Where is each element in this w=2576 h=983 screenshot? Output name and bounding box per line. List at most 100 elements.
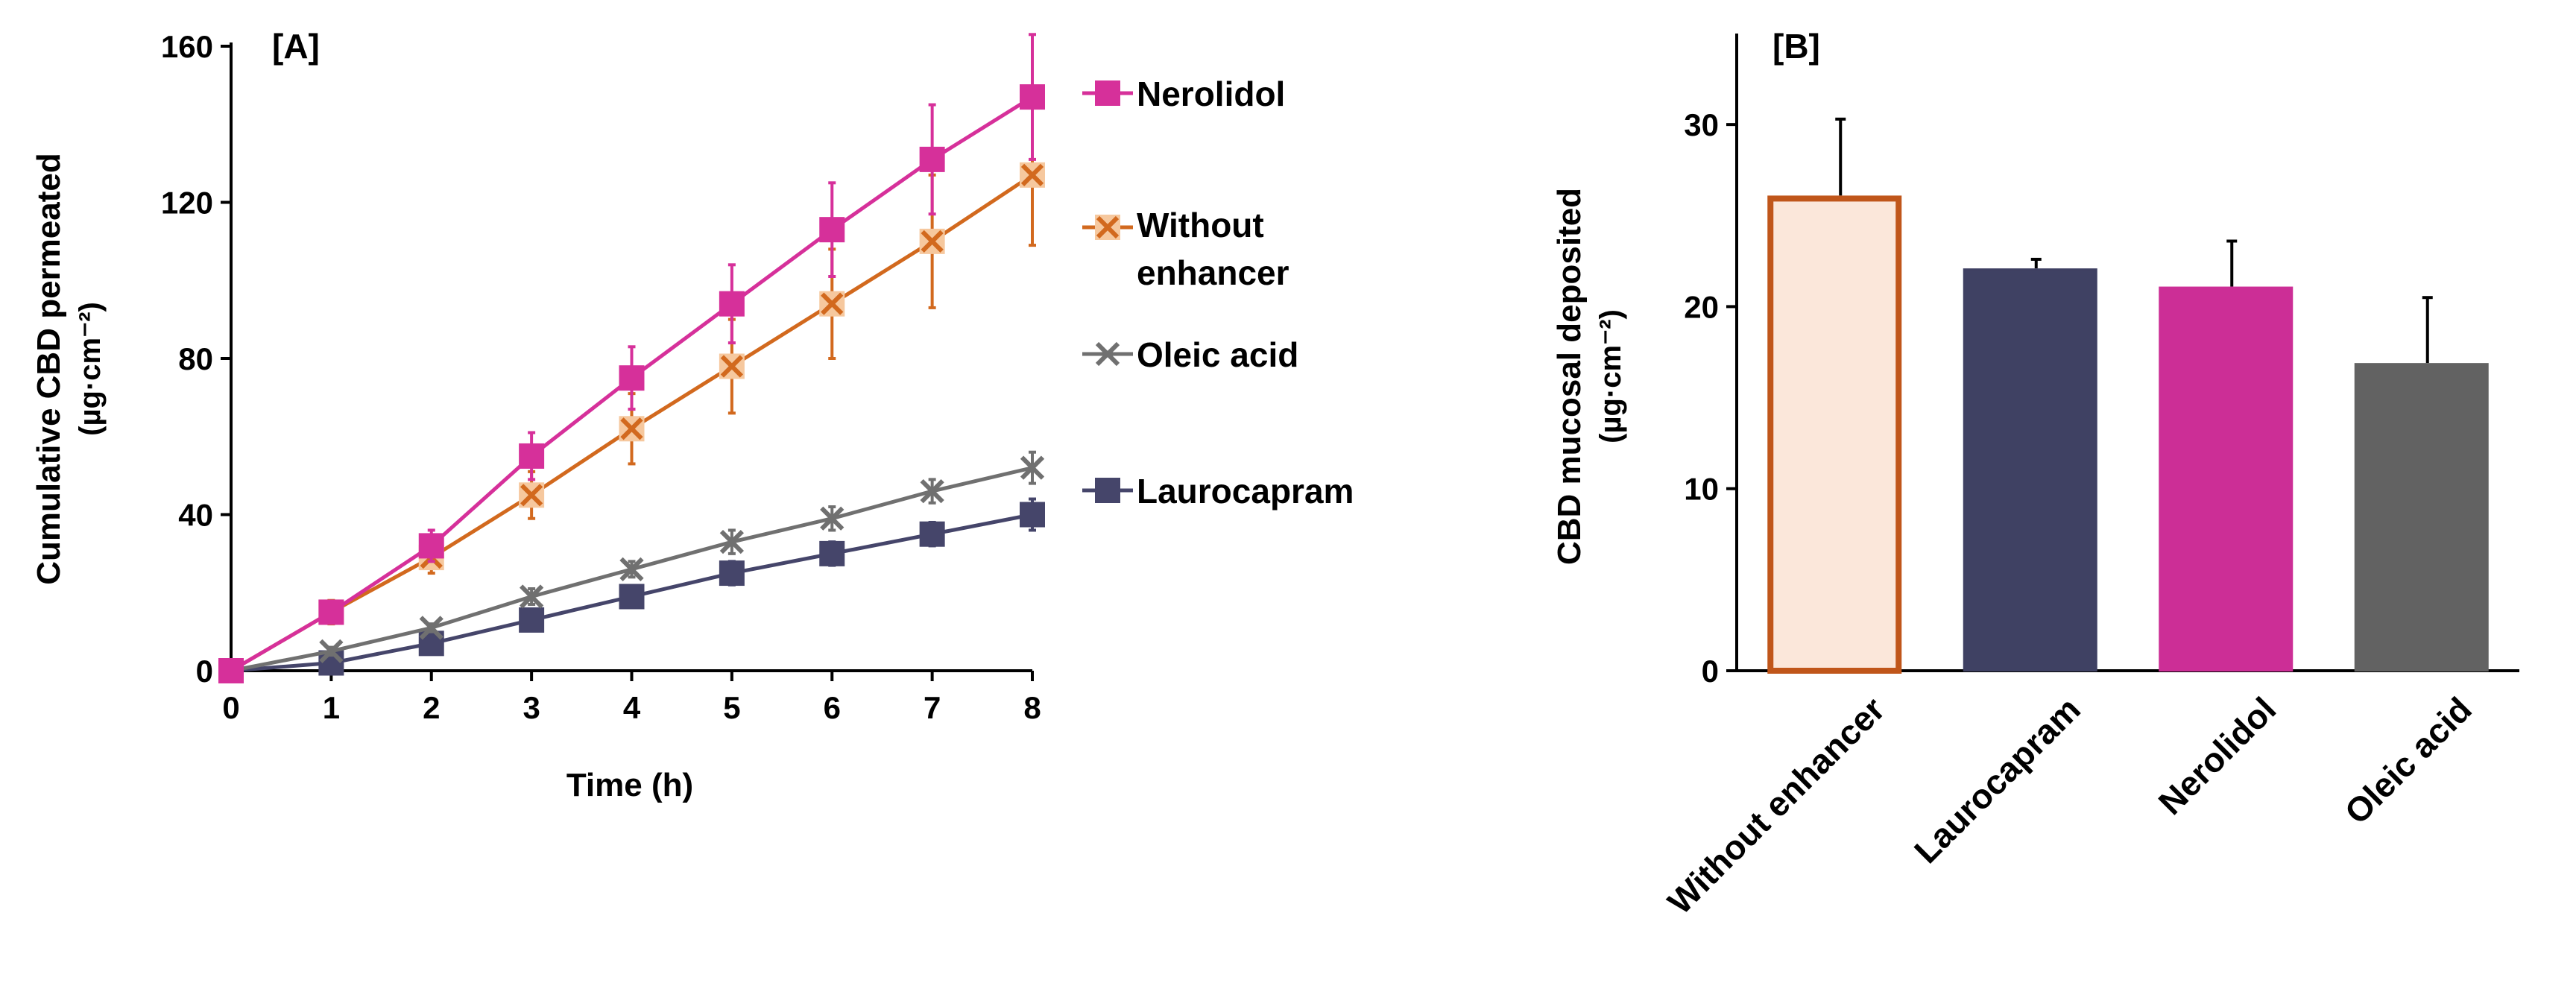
legend-swatch-marker <box>1095 341 1120 367</box>
panel-a-y-tick-label: 0 <box>196 654 213 689</box>
panel-a-y-title: Cumulative CBD permeated (µg·cm⁻²) <box>31 153 107 584</box>
legend-item-oleic-acid: Oleic acid <box>1082 335 1298 374</box>
data-point <box>819 291 845 317</box>
data-point <box>1020 84 1045 110</box>
data-point <box>619 584 645 610</box>
data-point <box>419 616 443 640</box>
bar-category-label: Nerolidol <box>2151 689 2284 822</box>
data-point <box>418 533 444 559</box>
panel-b-y-title: CBD mucosal deposited (µg·cm⁻²) <box>1551 188 1627 565</box>
panel-a-x-tick-label: 2 <box>423 690 440 725</box>
panel-a-series <box>218 33 1045 683</box>
data-point-cross-b <box>921 230 944 253</box>
data-point-shape <box>819 540 845 566</box>
data-point-cross-b <box>719 530 744 554</box>
data-point-shape <box>519 607 545 633</box>
panel-a-x-tick-label: 0 <box>222 690 239 725</box>
legend-label: Laurocapram <box>1137 472 1354 511</box>
bar-laurocapram: Laurocapram <box>1907 257 2097 870</box>
data-point <box>619 416 645 442</box>
data-point <box>1020 162 1045 188</box>
legend-item-nerolidol: Nerolidol <box>1082 75 1285 113</box>
data-point-shape <box>1020 502 1045 528</box>
data-point-cross-b <box>520 584 544 609</box>
panel-a-axes: 0 40 80 120 160 0 1 2 3 4 5 6 7 8 <box>161 29 1041 725</box>
panel-a-x-tick-label: 6 <box>824 690 841 725</box>
panel-a-ylabel: Cumulative CBD permeated <box>31 153 67 584</box>
data-point <box>619 365 645 391</box>
data-point <box>1020 455 1045 480</box>
data-point-shape <box>519 443 545 469</box>
data-point-shape <box>719 291 745 317</box>
data-point <box>820 506 845 531</box>
series-nerolidol <box>218 33 1045 683</box>
data-point <box>1020 502 1045 528</box>
legend-label: Oleic acid <box>1137 335 1298 374</box>
data-point-cross-b <box>620 417 643 440</box>
legend-label: Without <box>1137 206 1264 244</box>
data-point-shape <box>619 365 645 391</box>
data-point-shape <box>919 521 945 547</box>
panel-b-y-tick-label: 30 <box>1684 107 1719 142</box>
panel-b-bars: Without enhancer Laurocapram Nerolidol Olei… <box>1660 117 2489 921</box>
data-point-cross-b <box>820 506 845 531</box>
legend-swatch-marker-shape <box>1095 80 1120 106</box>
legend-swatch-marker-shape <box>1095 478 1120 503</box>
legend-swatch-marker <box>1095 215 1120 240</box>
bar-rect <box>1963 268 2097 671</box>
data-point <box>319 639 344 663</box>
panel-a-x-tick-label: 1 <box>323 690 340 725</box>
data-point-shape <box>619 584 645 610</box>
data-point <box>519 607 545 633</box>
legend-swatch-marker <box>1095 478 1120 503</box>
legend-item-without-enhancer: Without enhancer <box>1082 206 1289 292</box>
bar-category-label: Laurocapram <box>1907 689 2088 870</box>
panel-b-y-tick-label: 10 <box>1684 472 1719 507</box>
panel-b-y-tick-label: 20 <box>1684 289 1719 324</box>
data-point-cross-b <box>1020 455 1045 480</box>
legend-swatch-marker-cross-b <box>1095 341 1120 367</box>
panel-b-ylabel: CBD mucosal deposited <box>1551 188 1588 565</box>
data-point <box>318 599 344 625</box>
bar-rect <box>2354 363 2489 671</box>
bar-category-label: Oleic acid <box>2337 689 2478 831</box>
data-point-shape <box>318 599 344 625</box>
bar-rect <box>2159 286 2294 671</box>
bar-oleic-acid: Oleic acid <box>2337 296 2489 832</box>
data-point-cross-b <box>619 557 644 581</box>
data-point <box>919 146 945 172</box>
legend-swatch-marker-cross-b <box>1096 215 1120 239</box>
panel-a-x-tick-label: 3 <box>523 690 540 725</box>
legend-swatch-marker <box>1095 80 1120 106</box>
bar-category-label: Without enhancer <box>1660 689 1892 921</box>
panel-a-y-tick-label: 40 <box>178 498 213 533</box>
legend-label: enhancer <box>1137 253 1289 292</box>
data-point <box>719 560 745 587</box>
panel-a-label: [A] <box>272 27 320 66</box>
data-point-shape <box>1020 84 1045 110</box>
data-point <box>919 521 945 547</box>
panel-a-x-tick-label: 8 <box>1023 690 1041 725</box>
bar-without-enhancer: Without enhancer <box>1660 117 1902 921</box>
data-point <box>719 291 745 317</box>
data-point <box>819 540 845 566</box>
data-point-shape <box>218 658 244 683</box>
series-oleic-acid <box>218 450 1045 683</box>
data-point-cross-b <box>419 616 443 640</box>
panel-a-y-tick-label: 160 <box>161 29 213 64</box>
data-point-cross-b <box>821 292 844 315</box>
legend-item-laurocapram: Laurocapram <box>1082 472 1354 511</box>
panel-b: [B] CBD mucosal deposited (µg·cm⁻²) 0 10 2… <box>1551 27 2519 921</box>
data-point-shape <box>819 217 845 243</box>
data-point <box>520 584 544 609</box>
panel-b-y-tick-label: 0 <box>1702 654 1719 689</box>
data-point <box>619 557 644 581</box>
panel-a-ylabel-unit: (µg·cm⁻²) <box>74 302 107 436</box>
data-point <box>920 478 944 504</box>
data-point-shape <box>418 533 444 559</box>
bar-nerolidol: Nerolidol <box>2151 239 2294 822</box>
data-point <box>819 217 845 243</box>
bar-category-label-group: Without enhancer <box>1660 689 1892 921</box>
panel-a-y-tick-label: 120 <box>161 186 213 221</box>
